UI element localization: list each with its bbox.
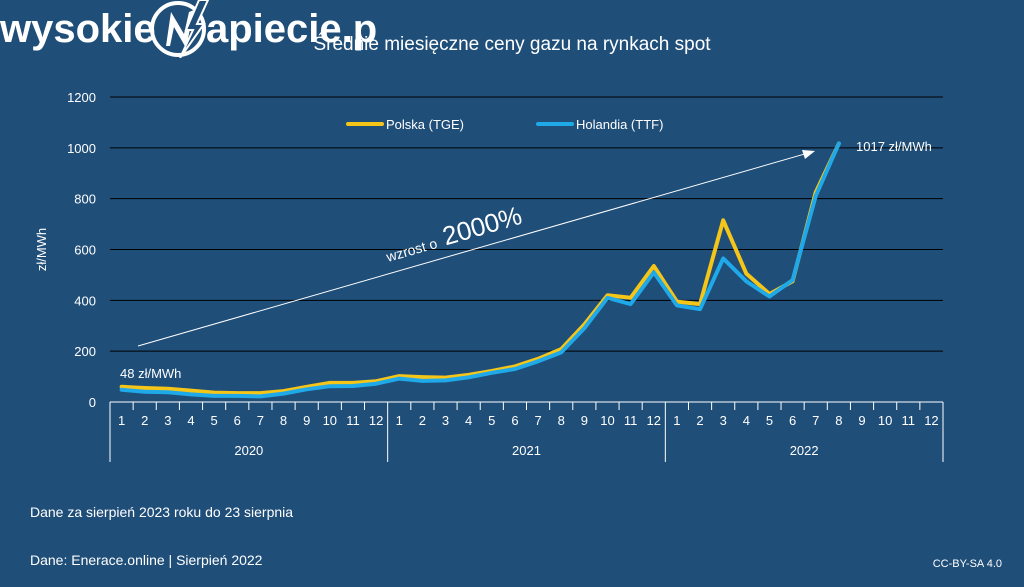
year-label-2020: 2020 [234, 443, 263, 458]
x-tick-label-15: 3 [442, 413, 449, 428]
end-value-label: 1017 zł/MWh [856, 139, 932, 154]
lightning-n-icon [150, 0, 210, 59]
x-tick-label-10: 10 [323, 413, 337, 428]
x-tick-label-31: 7 [812, 413, 819, 428]
x-tick-label-29: 5 [766, 413, 773, 428]
logo-text-left: wysokie [0, 7, 156, 51]
growth-arrow-head [802, 150, 815, 159]
y-tick-label-800: 800 [74, 192, 96, 207]
x-tick-label-11: 11 [346, 413, 360, 428]
legend-label-holandia: Holandia (TTF) [576, 117, 663, 132]
year-label-2021: 2021 [512, 443, 541, 458]
x-tick-label-7: 7 [257, 413, 264, 428]
site-logo: wysokie apiecie.pl [0, 0, 388, 59]
x-tick-label-35: 11 [902, 413, 916, 428]
x-tick-label-20: 8 [558, 413, 565, 428]
growth-value-label: 2000% [439, 200, 525, 251]
x-tick-label-33: 9 [858, 413, 865, 428]
y-tick-label-400: 400 [74, 293, 96, 308]
x-tick-label-30: 6 [789, 413, 796, 428]
series-line-holandia [119, 141, 841, 399]
x-tick-label-8: 8 [280, 413, 287, 428]
license-label: CC-BY-SA 4.0 [932, 558, 1002, 570]
x-tick-label-21: 9 [581, 413, 588, 428]
y-tick-label-200: 200 [74, 344, 96, 359]
x-tick-label-36: 12 [924, 413, 938, 428]
x-tick-label-18: 6 [511, 413, 518, 428]
x-tick-label-32: 8 [835, 413, 842, 428]
chart-title: Średnie miesięczne ceny gazu na rynkach … [313, 34, 711, 55]
x-tick-label-5: 5 [211, 413, 218, 428]
x-tick-label-28: 4 [743, 413, 750, 428]
y-tick-label-600: 600 [74, 243, 96, 258]
logo-text-right: apiecie.pl [206, 7, 380, 51]
x-tick-label-34: 10 [878, 413, 892, 428]
y-axis-label: zł/MWh [34, 228, 49, 271]
x-tick-label-6: 6 [234, 413, 241, 428]
x-tick-label-24: 12 [647, 413, 661, 428]
x-tick-label-16: 4 [465, 413, 472, 428]
x-tick-label-19: 7 [534, 413, 541, 428]
x-tick-label-26: 2 [696, 413, 703, 428]
x-tick-label-23: 11 [624, 413, 638, 428]
x-tick-label-4: 4 [187, 413, 194, 428]
start-value-label: 48 zł/MWh [120, 366, 181, 381]
year-label-2022: 2022 [790, 443, 819, 458]
x-tick-label-14: 2 [419, 413, 426, 428]
x-tick-label-27: 3 [720, 413, 727, 428]
x-tick-label-12: 12 [369, 413, 383, 428]
series-line-polska [119, 141, 841, 396]
source-note: Dane: Enerace.online | Sierpień 2022 [30, 552, 263, 568]
y-tick-label-1200: 1200 [67, 90, 96, 105]
x-tick-label-25: 1 [673, 413, 680, 428]
data-note: Dane za sierpień 2023 roku do 23 sierpni… [30, 504, 294, 520]
x-tick-label-17: 5 [488, 413, 495, 428]
x-tick-label-13: 1 [396, 413, 403, 428]
growth-annotation: wzrost o 2000% [383, 200, 525, 265]
x-tick-label-1: 1 [118, 413, 125, 428]
y-tick-label-0: 0 [89, 395, 96, 410]
x-tick-label-9: 9 [303, 413, 310, 428]
growth-prefix-label: wzrost o [383, 235, 439, 265]
legend-label-polska: Polska (TGE) [386, 117, 464, 132]
growth-arrow-line [137, 152, 808, 347]
x-tick-label-3: 3 [164, 413, 171, 428]
y-tick-label-1000: 1000 [67, 141, 96, 156]
x-tick-label-2: 2 [141, 413, 148, 428]
x-tick-label-22: 10 [600, 413, 614, 428]
